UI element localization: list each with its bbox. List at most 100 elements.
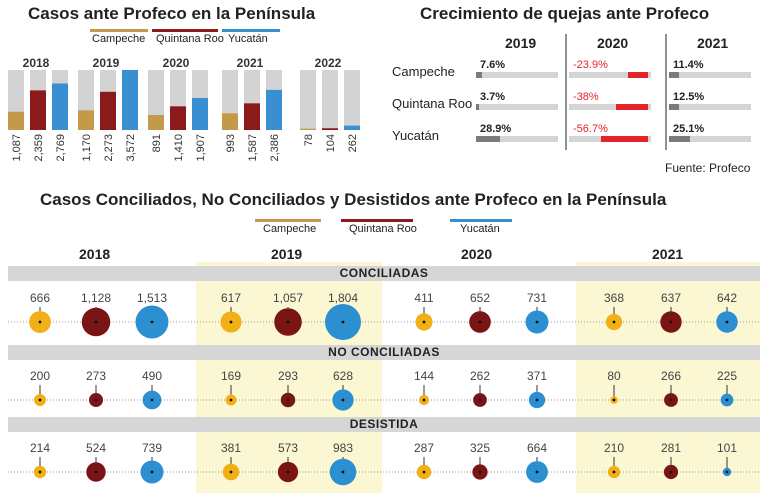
bubble-center-dot [725,320,729,324]
bubble-chart-title: Casos Conciliados, No Conciliados y Desi… [40,190,667,209]
bubble-value-label: 214 [29,441,51,455]
growth-track [476,72,558,78]
bubble-value-label: 371 [526,369,548,383]
bubble-center-dot [229,470,233,474]
bubble-year-2018: 2018 [79,246,111,262]
growth-bar-campeche-2020 [628,72,648,78]
bubble-center-dot [229,320,233,324]
bubble-value-label: 266 [660,369,682,383]
growth-value-label: 7.6% [480,59,506,71]
growth-chart-title: Crecimiento de quejas ante Profeco [420,4,710,23]
bar-campeche-2022 [300,128,316,130]
bar-campeche-2019 [78,110,94,130]
bubble-value-label: 666 [29,291,51,305]
bubble-center-dot [94,470,98,474]
bubble-center-dot [669,470,673,474]
growth-bar-quintana-roo-2020 [616,104,648,110]
bubble-center-dot [150,320,154,324]
bubble-value-label: 101 [716,441,738,455]
bubble-value-label: 490 [141,369,163,383]
bubble-center-dot [422,398,426,402]
bar-yucatan-2022 [344,125,360,130]
bubble-center-dot [229,398,233,402]
bubble-value-label: 169 [220,369,242,383]
bar-background [344,70,360,130]
growth-value-label: -56.7% [573,123,608,135]
bar-campeche-2020 [148,115,164,130]
bubble-center-dot [612,320,616,324]
bubble-center-dot [150,398,154,402]
bar-value-label: 891 [151,134,163,152]
bubble-value-label: 731 [526,291,548,305]
bubble-value-label: 573 [277,441,299,455]
bar-category-2021: 2021 [237,56,264,70]
growth-value-label: 11.4% [673,59,704,71]
bubble-value-label: 1,804 [327,291,359,305]
bubble-value-label: 628 [332,369,354,383]
bar-value-label: 2,359 [33,134,45,162]
growth-value-label: 3.7% [480,91,506,103]
growth-track [669,104,751,110]
legend-swatch-quintana-roo [152,29,218,32]
legend-swatch-yucatan [222,29,280,32]
bubble-center-dot [725,398,729,402]
growth-track [669,72,751,78]
bubble-center-dot [612,470,616,474]
bubble-center-dot [38,470,42,474]
bubble-value-label: 1,513 [136,291,168,305]
growth-track [669,136,751,142]
bubble-center-dot [286,320,290,324]
growth-value-label: 28.9% [480,123,512,135]
bar-category-2022: 2022 [315,56,342,70]
bubble-center-dot [38,398,42,402]
bubble-year-2019: 2019 [271,246,303,262]
section-desistida: DESISTIDA [8,417,760,432]
bar-background [148,70,164,130]
bubble-legend-swatch-quintana-roo [341,219,413,222]
bar-yucatan-2019 [122,70,138,130]
bubble-center-dot [725,470,729,474]
bubble-center-dot [341,398,345,402]
growth-state-quintana-roo: Quintana Roo [392,96,473,111]
bar-quintana-roo-2022 [322,128,338,130]
bar-campeche-2018 [8,111,24,130]
bubble-value-label: 80 [607,369,621,383]
bubble-center-dot [422,320,426,324]
bubble-value-label: 411 [414,291,434,305]
bubble-value-label: 652 [469,291,491,305]
bubble-center-dot [286,470,290,474]
legend-label-campeche: Campeche [92,33,146,45]
bubble-value-label: 983 [332,441,354,455]
bubble-center-dot [94,320,98,324]
bar-campeche-2021 [222,113,238,130]
bar-value-label: 2,769 [55,134,67,162]
bar-value-label: 1,170 [81,134,93,162]
section-conciliadas: CONCILIADAS [8,266,760,281]
growth-bar-yucatan-2021 [669,136,690,142]
bubble-value-label: 200 [29,369,51,383]
bubble-value-label: 739 [141,441,163,455]
bubble-value-label: 225 [716,369,738,383]
bubble-center-dot [669,398,673,402]
bubble-value-label: 664 [526,441,548,455]
bubble-value-label: 368 [603,291,625,305]
bubble-center-dot [478,398,482,402]
bubble-value-label: 273 [85,369,107,383]
bar-value-label: 104 [325,134,337,152]
highlight-band-2019 [196,262,382,493]
bubble-center-dot [535,320,539,324]
bubble-center-dot [669,320,673,324]
bar-category-2018: 2018 [23,56,50,70]
growth-track [569,104,651,110]
bubble-center-dot [341,320,345,324]
bubble-value-label: 281 [660,441,682,455]
bubble-value-label: 642 [716,291,738,305]
growth-state-yucatan: Yucatán [392,128,439,143]
bubble-center-dot [422,470,426,474]
bar-value-label: 1,907 [195,134,207,162]
bubble-legend-label-campeche: Campeche [263,223,317,235]
bar-value-label: 262 [347,134,359,152]
bubble-value-label: 1,057 [272,291,304,305]
